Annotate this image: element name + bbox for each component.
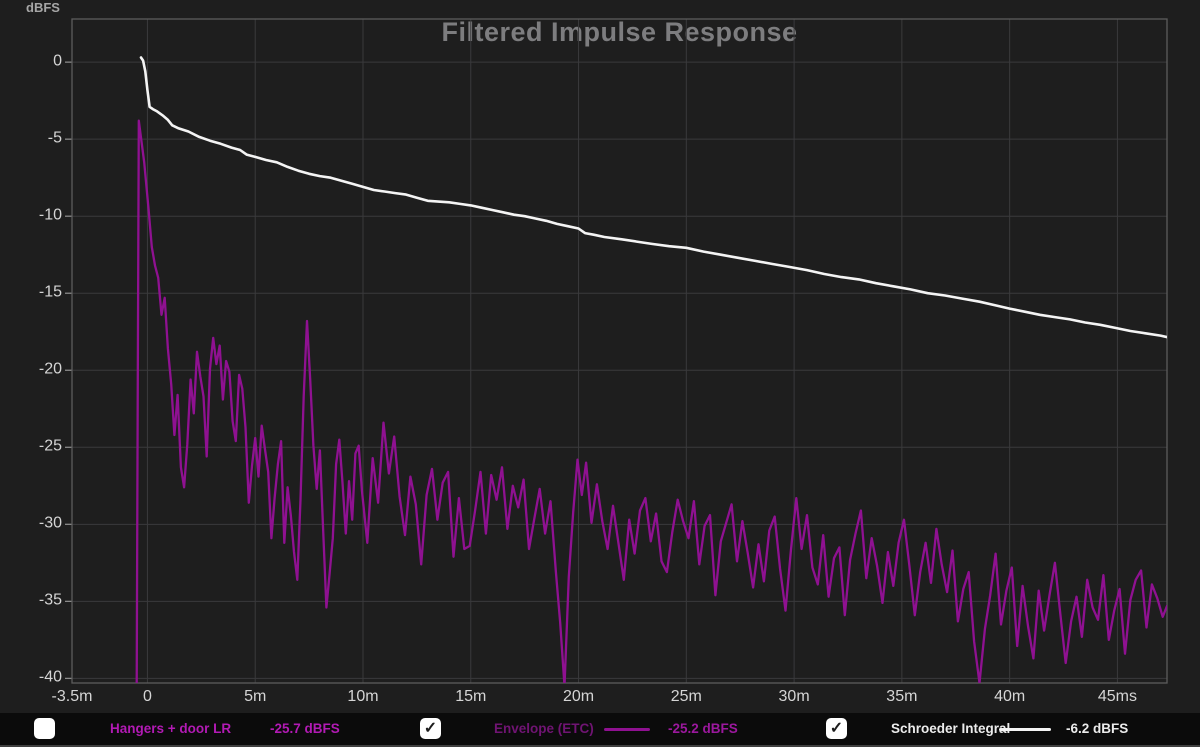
x-tick-label: 35m: [886, 688, 918, 705]
legend-checkbox-2[interactable]: ✓: [420, 718, 441, 739]
envelope-trace: [135, 119, 1167, 683]
legend-label-1[interactable]: Hangers + door LR: [110, 721, 232, 736]
x-tick-label: 20m: [562, 688, 595, 705]
y-tick-label: -20: [38, 360, 62, 378]
y-tick-label: -30: [38, 514, 62, 532]
legend-line-sample-2: [604, 728, 650, 731]
y-axis-unit-label: dBFS: [26, 0, 60, 15]
legend-line-sample-3: [999, 728, 1051, 731]
schroeder-trace: [139, 56, 1167, 339]
y-tick-label: -40: [38, 669, 62, 687]
y-tick-label: 0: [53, 52, 62, 70]
x-tick-label: 30m: [778, 688, 810, 705]
x-tick-label: -3.5m: [51, 688, 93, 705]
x-tick-label: 15m: [455, 688, 487, 705]
legend-checkbox-1[interactable]: [34, 718, 55, 739]
legend-label-2[interactable]: Envelope (ETC): [494, 721, 594, 736]
legend-value-1: -25.7 dBFS: [270, 721, 340, 736]
legend-bar: Hangers + door LR -25.7 dBFS ✓ Envelope (ET…: [0, 713, 1200, 745]
legend-value-2: -25.2 dBFS: [668, 721, 738, 736]
legend-label-3[interactable]: Schroeder Integral: [891, 721, 1011, 736]
window-bottom-edge: [0, 745, 1200, 747]
x-tick-label: 10m: [347, 688, 379, 705]
y-tick-label: -15: [38, 283, 62, 301]
y-tick-label: -35: [38, 591, 62, 609]
x-tick-label: 45ms: [1097, 688, 1137, 705]
y-tick-label: -10: [38, 206, 62, 224]
x-tick-label: 5m: [244, 688, 267, 705]
chart-title: Filtered Impulse Response: [441, 17, 798, 47]
y-tick-label: -5: [47, 129, 62, 147]
x-tick-label: 0: [142, 688, 152, 705]
x-tick-label: 25m: [670, 688, 702, 705]
legend-checkbox-3[interactable]: ✓: [826, 718, 847, 739]
plot-border: [71, 18, 1168, 684]
legend-value-3: -6.2 dBFS: [1066, 721, 1129, 736]
x-tick-label: 40m: [994, 688, 1026, 705]
y-tick-label: -25: [38, 437, 62, 455]
